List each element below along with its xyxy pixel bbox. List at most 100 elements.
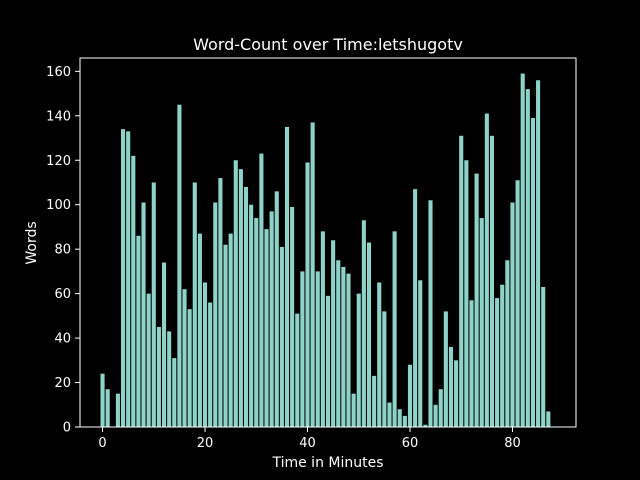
bar xyxy=(336,260,341,427)
plot-frame xyxy=(79,57,577,428)
y-tick-label: 160 xyxy=(46,65,71,80)
bar xyxy=(320,231,325,427)
bar xyxy=(249,204,254,427)
bar xyxy=(377,282,382,427)
bar xyxy=(146,293,151,427)
bar xyxy=(120,129,126,428)
bar xyxy=(269,211,274,427)
bar xyxy=(264,229,269,427)
bar xyxy=(182,289,187,427)
bar xyxy=(413,189,418,427)
bar xyxy=(274,191,279,427)
bar xyxy=(151,182,156,427)
bar xyxy=(382,311,387,427)
bar xyxy=(510,202,515,427)
y-axis-label: Words xyxy=(24,221,40,264)
bar xyxy=(397,409,402,427)
bar xyxy=(290,206,295,427)
x-tick-label: 40 xyxy=(299,436,316,451)
bar xyxy=(474,173,479,427)
y-tick-label: 100 xyxy=(46,198,71,213)
bar xyxy=(202,282,208,427)
bar xyxy=(279,246,284,427)
bar xyxy=(254,218,259,427)
bar xyxy=(187,309,192,427)
bar xyxy=(223,244,228,427)
bar xyxy=(541,286,546,427)
bar xyxy=(530,118,536,428)
bar xyxy=(213,202,218,427)
bar xyxy=(402,415,407,427)
bar xyxy=(361,220,366,427)
bar xyxy=(208,302,213,427)
bar xyxy=(520,73,525,427)
bars-group xyxy=(100,73,551,428)
bar xyxy=(484,113,489,427)
bar xyxy=(443,311,448,427)
bar xyxy=(259,153,264,427)
bar xyxy=(525,89,530,427)
x-tick-label: 0 xyxy=(98,436,106,451)
bar xyxy=(305,162,310,428)
bar xyxy=(126,131,131,428)
bar xyxy=(172,358,177,427)
y-tick-label: 20 xyxy=(54,376,71,391)
y-tick-label: 60 xyxy=(54,287,71,302)
bar xyxy=(428,200,433,427)
y-axis: 0 20 40 60 80 100 120 140 160 xyxy=(46,65,80,436)
bar xyxy=(341,266,346,427)
y-tick-label: 0 xyxy=(63,421,71,436)
bar xyxy=(243,186,249,427)
x-axis-label: Time in Minutes xyxy=(271,455,383,471)
bar xyxy=(233,160,238,428)
bar xyxy=(310,122,315,427)
bar xyxy=(479,218,484,427)
x-axis: 0 20 40 60 80 xyxy=(98,427,521,451)
bar xyxy=(315,271,320,427)
bar xyxy=(459,135,464,427)
bar xyxy=(387,402,392,427)
bar xyxy=(156,326,161,427)
bar xyxy=(295,313,300,427)
bar xyxy=(197,233,202,427)
bar xyxy=(218,178,223,427)
bar xyxy=(372,375,377,427)
bar xyxy=(177,104,182,427)
bar xyxy=(192,182,197,427)
bar xyxy=(115,393,120,427)
bar xyxy=(300,271,305,427)
bar xyxy=(284,126,290,427)
bar xyxy=(438,389,443,427)
bar xyxy=(495,298,500,427)
bar xyxy=(131,155,136,427)
bar xyxy=(500,284,505,427)
bar xyxy=(228,233,233,427)
bar xyxy=(351,393,356,427)
chart-title: Word-Count over Time:letshugotv xyxy=(193,35,463,54)
bar xyxy=(448,346,454,427)
bar xyxy=(325,295,331,427)
bar xyxy=(346,273,351,427)
bar xyxy=(469,300,474,427)
bar xyxy=(536,80,541,427)
bar xyxy=(331,240,336,427)
x-tick-label: 60 xyxy=(402,436,419,451)
bar xyxy=(418,280,423,427)
bar xyxy=(454,360,459,427)
bar xyxy=(515,180,520,427)
y-tick-label: 80 xyxy=(54,243,71,258)
bar xyxy=(356,293,361,427)
bar xyxy=(392,231,397,427)
bar xyxy=(161,262,167,427)
bar xyxy=(136,235,141,427)
bar xyxy=(105,389,110,427)
bar xyxy=(505,260,510,427)
bar xyxy=(100,373,105,427)
bar xyxy=(407,364,413,427)
bar xyxy=(433,404,438,427)
y-tick-label: 140 xyxy=(46,109,71,124)
bar xyxy=(141,202,146,427)
bar xyxy=(423,424,428,427)
bar xyxy=(489,135,495,427)
